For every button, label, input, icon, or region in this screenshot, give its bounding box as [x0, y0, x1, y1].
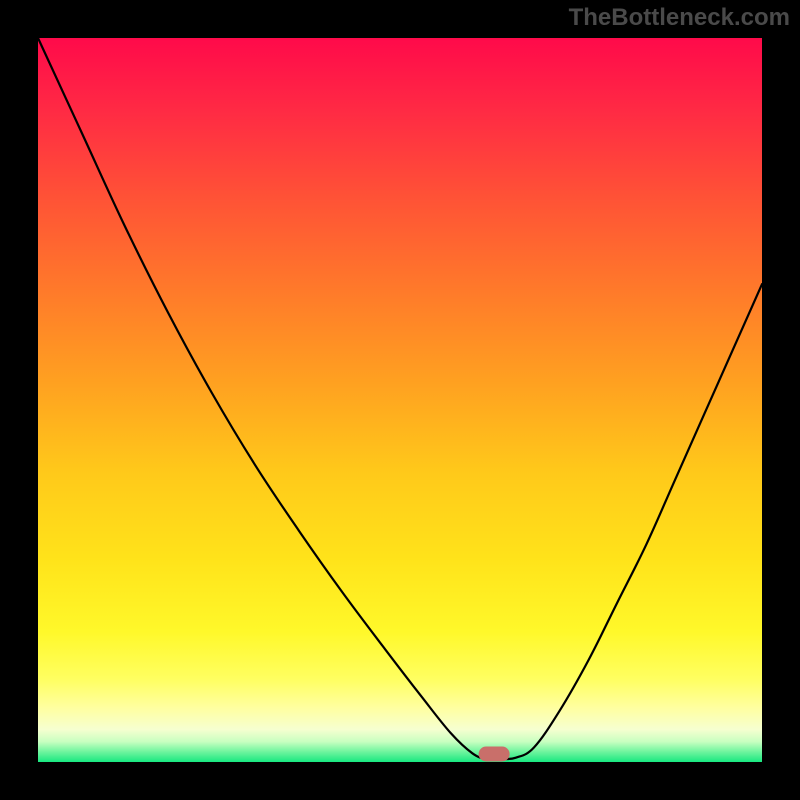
chart-stage: TheBottleneck.com [0, 0, 800, 800]
optimal-point-marker [479, 747, 509, 761]
watermark-text: TheBottleneck.com [569, 4, 790, 32]
bottleneck-chart-svg [0, 0, 800, 800]
plot-background [38, 38, 762, 762]
